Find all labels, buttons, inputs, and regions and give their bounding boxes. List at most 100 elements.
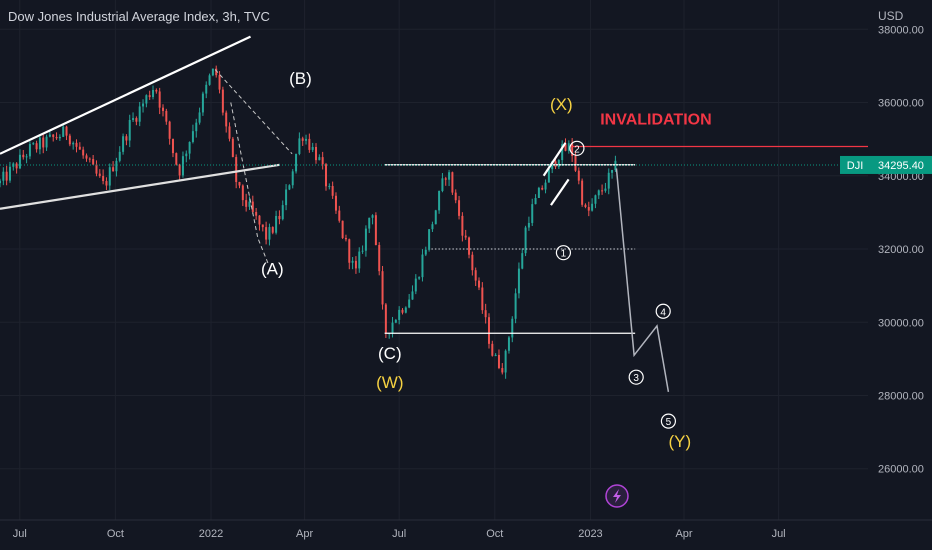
candle-body [378, 245, 381, 272]
candle-body [28, 144, 31, 157]
candle-body [324, 164, 327, 187]
dashed-line-b [230, 102, 269, 264]
wave-number: 1 [561, 249, 567, 260]
candle-body [208, 75, 211, 85]
candle-body [597, 190, 600, 196]
candle-body [301, 138, 304, 141]
candle-body [191, 131, 194, 142]
candle-body [102, 175, 105, 182]
candle-body [594, 195, 597, 204]
candle-body [255, 211, 258, 216]
candle-body [514, 293, 517, 319]
candle-body [171, 138, 174, 154]
x-tick-label: 2022 [199, 528, 223, 540]
candle-body [288, 185, 291, 190]
lightning-icon[interactable] [605, 484, 629, 508]
candle-body [404, 307, 407, 313]
candle-body [554, 161, 557, 167]
x-tick-label: 2023 [578, 528, 602, 540]
candle-body [398, 309, 401, 320]
candle-body [481, 287, 484, 311]
invalidation-label: INVALIDATION [600, 112, 711, 129]
wave-label: (C) [378, 344, 402, 363]
candle-body [611, 169, 614, 173]
time-axis[interactable]: Jul Oct 2022 Apr Jul Oct 2023 Apr Jul [13, 528, 786, 540]
y-tick-label: 26000.00 [878, 464, 924, 476]
candle-body [318, 157, 321, 161]
wave-number: 2 [574, 144, 580, 155]
candle-body [334, 195, 337, 211]
candle-body [471, 254, 474, 271]
candle-body [408, 299, 411, 308]
wave-label: (A) [261, 260, 284, 279]
candle-body [285, 189, 288, 206]
channel-line-upper [542, 142, 567, 177]
candle-body [511, 318, 514, 338]
candle-body [265, 227, 268, 240]
wave-circle [569, 140, 585, 156]
symbol-text: DJI [847, 160, 864, 172]
candle-body [18, 154, 21, 169]
candle-body [235, 157, 238, 183]
candle-body [78, 146, 81, 150]
wave-number: 5 [666, 417, 672, 428]
candle-body [341, 220, 344, 238]
candle-body [238, 182, 241, 186]
candle-body [145, 95, 148, 104]
candle-body [221, 89, 224, 113]
y-tick-label: 28000.00 [878, 390, 924, 402]
candle-body [564, 144, 567, 151]
symbol-badge [840, 155, 870, 174]
candle-body [458, 200, 461, 216]
candle-body [424, 249, 427, 255]
candle-body [201, 93, 204, 113]
candle-body [125, 136, 128, 141]
wave-label: (X) [550, 95, 573, 114]
price-axis[interactable]: 26000.0028000.0030000.0032000.0034000.00… [878, 24, 924, 475]
candle-body [428, 229, 431, 250]
chart-title: Dow Jones Industrial Average Index, 3h, … [8, 9, 270, 24]
candle-body [441, 178, 444, 192]
candle-body [225, 112, 228, 127]
candle-body [115, 160, 118, 172]
candle-body [178, 164, 181, 176]
candle-body [181, 156, 184, 176]
candle-body [468, 237, 471, 255]
candle-body [261, 224, 264, 228]
candle-body [601, 190, 604, 192]
candle-body [491, 343, 494, 356]
candle-body [25, 156, 28, 158]
candle-body [195, 122, 198, 132]
wave-circle [655, 303, 671, 319]
candle-body [8, 166, 11, 181]
dashed-line-a [214, 69, 293, 155]
candle-body [98, 173, 101, 176]
candle-body [168, 121, 171, 139]
candle-body [321, 157, 324, 165]
candle-body [587, 207, 590, 211]
candle-body [215, 68, 218, 76]
currency-label: USD [878, 9, 904, 23]
lower-wedge-line [0, 163, 280, 210]
candle-body [567, 143, 570, 151]
candle-body [591, 203, 594, 211]
candle-body [348, 239, 351, 263]
candle-body [338, 210, 341, 221]
candle-body [394, 319, 397, 323]
candle-body [517, 268, 520, 294]
channel-line-lower [550, 178, 570, 206]
candle-body [344, 237, 347, 240]
candle-body [2, 171, 5, 181]
candle-body [544, 182, 547, 190]
candle-body [155, 90, 158, 92]
candle-body [607, 172, 610, 189]
candle-body [12, 163, 15, 167]
candle-body [218, 75, 221, 90]
candle-body [507, 337, 510, 351]
candle-body [198, 112, 201, 123]
price-badge [870, 155, 932, 174]
candle-body [295, 153, 298, 172]
candle-body [354, 260, 357, 269]
candle-body [15, 163, 18, 169]
